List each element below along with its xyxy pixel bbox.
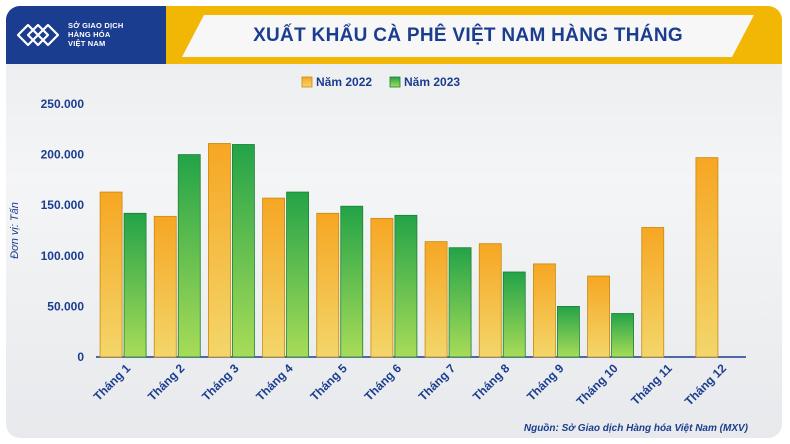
y-tick-label: 100.000 <box>41 249 85 263</box>
legend-label-2023: Năm 2023 <box>404 75 460 89</box>
bar-2022 <box>641 227 665 358</box>
x-tick-label: Tháng 11 <box>628 361 675 408</box>
y-tick-label: 0 <box>77 350 84 364</box>
logo-text-line-2: HÀNG HÓA <box>68 30 111 39</box>
bar-2023 <box>611 313 634 358</box>
bar-2023 <box>502 271 526 358</box>
x-tick-label: Tháng 8 <box>470 361 513 404</box>
logo-text: SỞ GIAO DỊCH HÀNG HÓA VIỆT NAM <box>68 21 123 48</box>
bar-2022 <box>424 241 448 358</box>
x-tick-label: Tháng 5 <box>307 361 350 404</box>
y-tick-label: 50.000 <box>47 299 84 313</box>
x-tick-label: Tháng 1 <box>91 361 134 404</box>
chart-card: SỞ GIAO DỊCH HÀNG HÓA VIỆT NAM XUẤT KHẨU… <box>6 6 782 438</box>
logo-icon <box>16 23 60 47</box>
legend-swatch-2022 <box>301 76 313 88</box>
bar-2022 <box>695 157 719 358</box>
x-tick-label: Tháng 10 <box>574 361 621 408</box>
x-tick-label: Tháng 3 <box>199 361 242 404</box>
x-tick-label: Tháng 6 <box>362 361 405 404</box>
bar-2023 <box>232 144 255 358</box>
bar-2022 <box>587 275 610 358</box>
bar-2023 <box>557 305 580 358</box>
bar-2022 <box>208 143 231 358</box>
logo-text-line-3: VIỆT NAM <box>68 39 106 48</box>
x-tick-label: Tháng 4 <box>253 361 296 404</box>
y-tick-label: 250.000 <box>41 97 85 111</box>
bar-2022 <box>533 263 556 358</box>
y-tick-label: 200.000 <box>41 148 85 162</box>
bar-2022 <box>262 197 285 358</box>
bar-2023 <box>286 191 309 358</box>
logo-text-line-1: SỞ GIAO DỊCH <box>68 21 124 30</box>
logo: SỞ GIAO DỊCH HÀNG HÓA VIỆT NAM <box>6 6 166 64</box>
bar-2023 <box>177 154 201 358</box>
bar-2022 <box>370 217 394 358</box>
bar-2023 <box>448 247 472 358</box>
legend-label-2022: Năm 2022 <box>316 75 372 89</box>
bar-chart: Đơn vị: Tấn 0 50.000 100.000 150.000 200.000 2… <box>9 75 746 408</box>
x-tick-label: Tháng 12 <box>682 361 729 408</box>
y-tick-label: 150.000 <box>41 198 85 212</box>
title-panel: XUẤT KHẨU CÀ PHÊ VIỆT NAM HÀNG THÁNG <box>182 15 754 57</box>
source-note: Nguồn: Sở Giao dịch Hàng hóa Việt Nam (M… <box>523 423 748 434</box>
bar-2023 <box>123 212 147 358</box>
x-tick-label: Tháng 9 <box>524 361 567 404</box>
bar-2022 <box>316 212 340 358</box>
bar-2023 <box>394 214 418 358</box>
x-tick-label: Tháng 7 <box>416 361 459 404</box>
x-tick-label: Tháng 2 <box>145 361 188 404</box>
bar-2022 <box>153 215 177 358</box>
legend-swatch-2023 <box>389 76 401 88</box>
bar-2023 <box>340 205 364 358</box>
bar-2022 <box>478 243 502 358</box>
bar-2022 <box>99 191 123 358</box>
y-axis-label: Đơn vị: Tấn <box>9 202 21 259</box>
chart-title: XUẤT KHẨU CÀ PHÊ VIỆT NAM HÀNG THÁNG <box>253 25 683 46</box>
